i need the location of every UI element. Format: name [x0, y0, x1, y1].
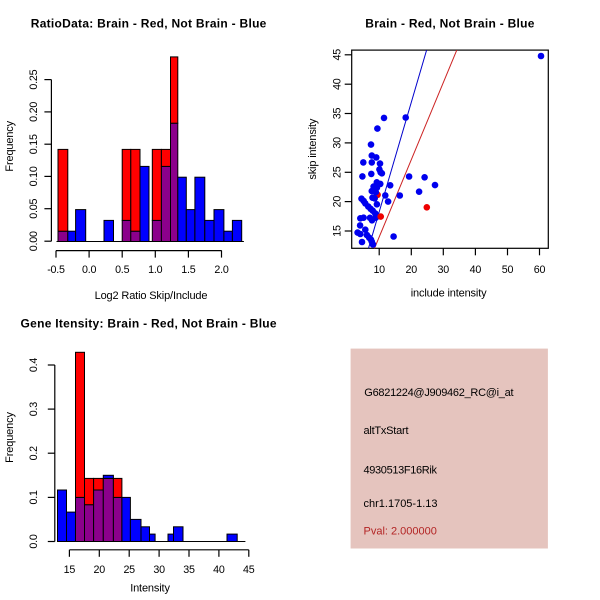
svg-text:-0.5: -0.5 — [47, 264, 65, 276]
svg-text:15: 15 — [332, 225, 344, 237]
svg-text:0.25: 0.25 — [28, 69, 40, 89]
svg-text:G6821224@J909462_RC@i_at: G6821224@J909462_RC@i_at — [364, 387, 513, 399]
svg-text:1.5: 1.5 — [181, 264, 196, 276]
svg-text:0.4: 0.4 — [28, 358, 40, 373]
svg-text:0.05: 0.05 — [28, 198, 40, 218]
svg-text:altTxStart: altTxStart — [364, 425, 409, 437]
svg-text:Pval: 2.000000: Pval: 2.000000 — [364, 526, 437, 538]
svg-text:15: 15 — [64, 564, 76, 576]
svg-text:25: 25 — [123, 564, 135, 576]
svg-text:4930513F16Rik: 4930513F16Rik — [364, 465, 438, 477]
svg-text:20: 20 — [94, 564, 106, 576]
svg-text:30: 30 — [332, 137, 344, 149]
svg-text:45: 45 — [243, 564, 255, 576]
svg-text:0.10: 0.10 — [28, 166, 40, 186]
svg-text:30: 30 — [153, 564, 165, 576]
svg-text:0.2: 0.2 — [28, 446, 40, 461]
svg-text:skip intensity: skip intensity — [307, 118, 319, 180]
svg-text:0.1: 0.1 — [28, 490, 40, 505]
svg-text:RatioData: Brain - Red, Not Br: RatioData: Brain - Red, Not Brain - Blue — [31, 17, 267, 31]
svg-text:20: 20 — [406, 264, 418, 276]
svg-text:20: 20 — [332, 196, 344, 208]
svg-text:10: 10 — [373, 264, 385, 276]
svg-text:1.0: 1.0 — [148, 264, 163, 276]
svg-text:45: 45 — [332, 49, 344, 61]
svg-text:0.20: 0.20 — [28, 102, 40, 122]
svg-text:30: 30 — [438, 264, 450, 276]
svg-text:50: 50 — [502, 264, 514, 276]
svg-text:35: 35 — [183, 564, 195, 576]
svg-text:Intensity: Intensity — [130, 583, 170, 595]
svg-text:0.5: 0.5 — [115, 264, 130, 276]
svg-text:Frequency: Frequency — [4, 412, 16, 463]
svg-text:Log2 Ratio Skip/Include: Log2 Ratio Skip/Include — [95, 290, 208, 302]
svg-text:40: 40 — [470, 264, 482, 276]
svg-text:2.0: 2.0 — [214, 264, 229, 276]
svg-text:Gene Itensity: Brain - Red, No: Gene Itensity: Brain - Red, Not Brain - … — [21, 317, 277, 331]
svg-text:0.00: 0.00 — [28, 231, 40, 251]
svg-text:60: 60 — [534, 264, 546, 276]
svg-text:25: 25 — [332, 166, 344, 178]
svg-text:0.15: 0.15 — [28, 134, 40, 154]
svg-text:chr1.1705-1.13: chr1.1705-1.13 — [364, 498, 438, 510]
svg-text:35: 35 — [332, 108, 344, 120]
svg-text:0.0: 0.0 — [28, 534, 40, 549]
svg-text:0.0: 0.0 — [82, 264, 97, 276]
svg-text:40: 40 — [213, 564, 225, 576]
svg-text:Frequency: Frequency — [4, 120, 16, 171]
svg-text:40: 40 — [332, 78, 344, 90]
svg-text:0.3: 0.3 — [28, 402, 40, 417]
svg-text:Brain - Red, Not Brain - Blue: Brain - Red, Not Brain - Blue — [365, 17, 535, 31]
svg-text:include intensity: include intensity — [411, 288, 487, 300]
